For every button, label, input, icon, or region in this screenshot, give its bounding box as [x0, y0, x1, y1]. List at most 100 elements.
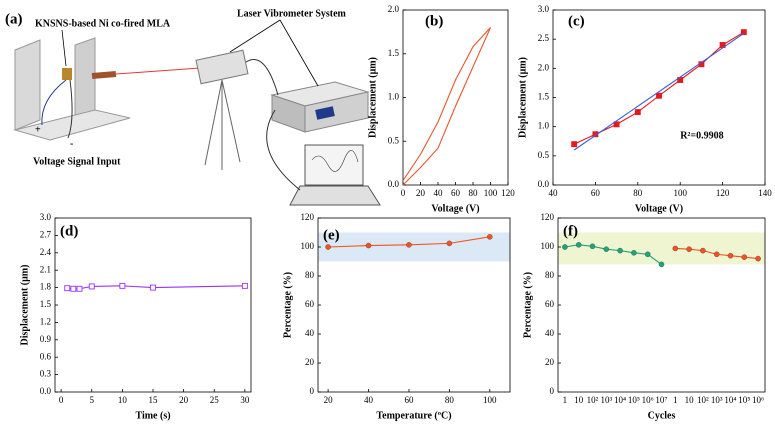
- y-tick-label: 2.0: [388, 4, 400, 14]
- data-point: [634, 109, 641, 116]
- pointer: [279, 19, 319, 87]
- x-tick-label: 140: [758, 188, 772, 198]
- panel-label: (f): [563, 223, 578, 239]
- y-tick-label: 2.5: [538, 33, 550, 43]
- y-tick-label: 1.8: [40, 282, 52, 292]
- plot-frame: [54, 217, 252, 393]
- data-point: [562, 244, 568, 250]
- y-axis-title: Displacement (μm): [517, 57, 528, 138]
- y-tick-label: 1.2: [40, 316, 51, 326]
- y-axis-title: Displacement (μm): [367, 57, 378, 138]
- data-point: [241, 282, 248, 289]
- x-tick-label: 10: [574, 395, 584, 405]
- x-tick-label: 0: [401, 188, 406, 198]
- x-tick-label: 40: [434, 188, 444, 198]
- y-tick-label: 40: [305, 328, 315, 338]
- y-tick-label: 2.0: [538, 62, 550, 72]
- panel-label: (e): [323, 227, 340, 243]
- x-tick-label: 20: [324, 395, 334, 405]
- shaded-band: [318, 232, 510, 262]
- data-point: [487, 234, 493, 240]
- y-tick-label: 2.4: [40, 247, 52, 257]
- plot-frame: [402, 9, 509, 186]
- panel-3: 0 20 40 60 80 100 120 20 40 60 80 100 (e) Temperature…: [282, 212, 511, 421]
- cable: [245, 59, 279, 96]
- x-tick-label: 15: [149, 395, 159, 405]
- x-tick-label: 10⁶: [642, 395, 654, 405]
- x-tick-label: 80: [445, 395, 455, 405]
- data-point: [656, 92, 662, 99]
- data-point: [365, 242, 372, 249]
- x-tick-label: 10: [685, 395, 695, 405]
- data-point: [755, 255, 761, 262]
- data-point: [406, 242, 412, 248]
- x-tick-label: 10⁴: [724, 395, 736, 405]
- y-tick-label: 0.9: [40, 334, 52, 344]
- panel-label: (d): [60, 223, 78, 239]
- laser-beam: [115, 67, 201, 75]
- series-line: [402, 27, 491, 181]
- panel-label: (b): [425, 13, 443, 29]
- x-tick-label: 1: [563, 395, 568, 405]
- y-tick-label: 60: [545, 299, 555, 309]
- y-tick-label: 0.0: [40, 386, 52, 396]
- y-tick-label: 0.5: [388, 135, 400, 145]
- annotation: R²=0.9908: [680, 130, 723, 141]
- sample-label: KNSNS-based Ni co-fired MLA: [35, 18, 171, 29]
- panel-label: (a): [5, 11, 23, 27]
- x-axis-title: Voltage (V): [635, 203, 683, 214]
- data-point: [672, 245, 679, 252]
- x-tick-label: 10⁴: [614, 395, 626, 405]
- data-point: [150, 284, 156, 291]
- data-point: [644, 251, 651, 257]
- data-point: [740, 29, 747, 36]
- y-tick-label: 80: [305, 270, 315, 280]
- cable: [266, 109, 301, 191]
- controller-screen: [315, 106, 335, 120]
- x-tick-label: 120: [716, 188, 730, 198]
- x-tick-label: 10³: [711, 395, 723, 405]
- x-axis-title: Time (s): [135, 410, 170, 421]
- data-point: [727, 252, 734, 259]
- y-tick-label: 1.5: [388, 48, 400, 58]
- y-axis-title: Percentage (%): [282, 272, 293, 338]
- data-point: [741, 254, 748, 260]
- sample: [62, 68, 72, 80]
- data-point: [76, 285, 83, 292]
- y-tick-label: 3.0: [538, 4, 550, 14]
- x-tick-label: 5: [90, 395, 95, 405]
- x-tick-label: 10²: [697, 395, 709, 405]
- x-tick-label: 60: [451, 188, 461, 198]
- x-axis-title: Voltage (V): [431, 203, 479, 214]
- data-point: [603, 246, 610, 252]
- x-tick-label: 20: [416, 188, 426, 198]
- data-point: [658, 261, 665, 268]
- y-tick-label: 0.5: [538, 150, 550, 160]
- x-tick-label: 60: [404, 395, 414, 405]
- y-tick-label: 20: [305, 357, 315, 367]
- y-axis-title: Percentage (%): [522, 272, 533, 338]
- y-tick-label: 60: [305, 299, 315, 309]
- x-tick-label: 10: [118, 395, 128, 405]
- laptop-screen: [304, 144, 364, 186]
- x-tick-label: 10⁵: [738, 395, 750, 405]
- x-tick-label: 40: [549, 188, 559, 198]
- series-line: [402, 27, 492, 186]
- y-tick-label: 1.0: [388, 92, 400, 102]
- x-tick-label: 100: [484, 188, 498, 198]
- panel-1: 0.0 0.5 1.0 1.5 2.0 2.5 3.0 40 60 80 100 120 140 (c) V…: [517, 4, 772, 214]
- data-point: [713, 251, 720, 257]
- y-tick-label: 2.1: [40, 264, 51, 274]
- setup-diagram: (a) KNSNS-based Ni co-fired MLA Laser Vi…: [5, 8, 381, 206]
- data-point: [617, 247, 623, 254]
- data-point: [686, 246, 692, 252]
- y-tick-label: 20: [545, 357, 555, 367]
- y-tick-label: 80: [545, 270, 555, 280]
- input-label: Voltage Signal Input: [33, 156, 121, 167]
- wire: [41, 79, 67, 126]
- probe: [91, 70, 117, 80]
- x-tick-label: 10⁷: [655, 395, 667, 405]
- data-point: [119, 282, 126, 289]
- data-point: [64, 285, 71, 292]
